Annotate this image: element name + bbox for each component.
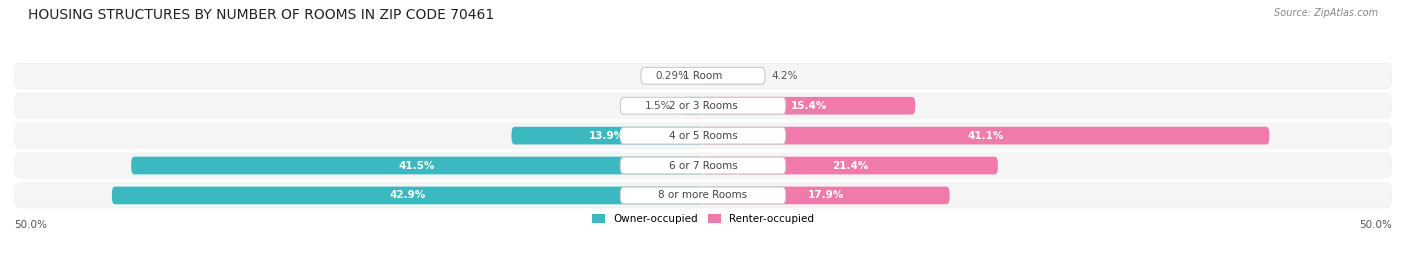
FancyBboxPatch shape: [112, 187, 703, 204]
Text: 1 Room: 1 Room: [683, 71, 723, 81]
FancyBboxPatch shape: [703, 187, 949, 204]
FancyBboxPatch shape: [14, 153, 1392, 178]
Text: 41.5%: 41.5%: [399, 161, 436, 171]
FancyBboxPatch shape: [131, 157, 703, 174]
FancyBboxPatch shape: [14, 63, 1392, 89]
Text: 4.2%: 4.2%: [772, 71, 799, 81]
FancyBboxPatch shape: [14, 153, 1392, 178]
Text: 1.5%: 1.5%: [645, 101, 671, 111]
Text: 50.0%: 50.0%: [1360, 220, 1392, 230]
FancyBboxPatch shape: [703, 97, 915, 115]
Text: 13.9%: 13.9%: [589, 131, 626, 141]
Legend: Owner-occupied, Renter-occupied: Owner-occupied, Renter-occupied: [588, 210, 818, 228]
FancyBboxPatch shape: [14, 183, 1392, 208]
FancyBboxPatch shape: [14, 123, 1392, 148]
Text: HOUSING STRUCTURES BY NUMBER OF ROOMS IN ZIP CODE 70461: HOUSING STRUCTURES BY NUMBER OF ROOMS IN…: [28, 8, 495, 22]
Text: 2 or 3 Rooms: 2 or 3 Rooms: [669, 101, 737, 111]
FancyBboxPatch shape: [641, 68, 765, 84]
FancyBboxPatch shape: [703, 127, 1270, 144]
FancyBboxPatch shape: [620, 127, 786, 144]
FancyBboxPatch shape: [14, 93, 1392, 118]
FancyBboxPatch shape: [14, 93, 1392, 118]
FancyBboxPatch shape: [14, 123, 1392, 148]
FancyBboxPatch shape: [703, 67, 761, 85]
Text: 21.4%: 21.4%: [832, 161, 869, 171]
FancyBboxPatch shape: [512, 127, 703, 144]
FancyBboxPatch shape: [14, 183, 1392, 208]
FancyBboxPatch shape: [14, 63, 1392, 88]
FancyBboxPatch shape: [699, 67, 703, 85]
Text: 0.29%: 0.29%: [655, 71, 688, 81]
Text: 4 or 5 Rooms: 4 or 5 Rooms: [669, 131, 737, 141]
Text: 42.9%: 42.9%: [389, 190, 426, 200]
FancyBboxPatch shape: [620, 187, 786, 204]
Text: Source: ZipAtlas.com: Source: ZipAtlas.com: [1274, 8, 1378, 18]
Text: 17.9%: 17.9%: [808, 190, 845, 200]
FancyBboxPatch shape: [620, 157, 786, 174]
Text: 41.1%: 41.1%: [967, 131, 1004, 141]
FancyBboxPatch shape: [682, 97, 703, 115]
Text: 50.0%: 50.0%: [14, 220, 46, 230]
Text: 6 or 7 Rooms: 6 or 7 Rooms: [669, 161, 737, 171]
Text: 15.4%: 15.4%: [792, 101, 827, 111]
FancyBboxPatch shape: [620, 97, 786, 114]
FancyBboxPatch shape: [703, 157, 998, 174]
Text: 8 or more Rooms: 8 or more Rooms: [658, 190, 748, 200]
